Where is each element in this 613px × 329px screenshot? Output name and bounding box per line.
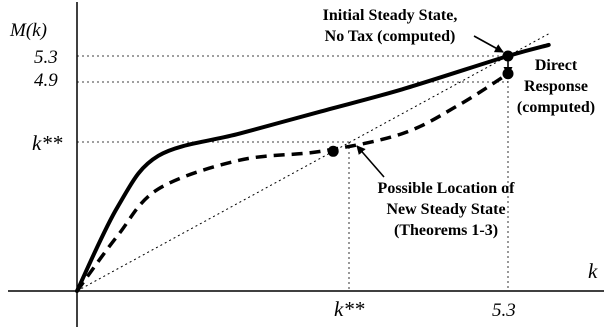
annotation-direct-line3: (computed) xyxy=(517,99,595,116)
annotation-possible-line2: New Steady State xyxy=(386,201,505,218)
axes xyxy=(8,2,604,327)
highlight-point xyxy=(328,146,339,157)
arrow-initial xyxy=(474,36,503,52)
annotation-possible-line3: (Theorems 1-3) xyxy=(394,222,498,239)
arrow-possible xyxy=(357,146,384,177)
annotation-arrows xyxy=(357,36,508,177)
series-layer xyxy=(77,34,549,291)
y-tick-label: 4.9 xyxy=(34,70,58,91)
x-tick-label: 5.3 xyxy=(492,300,516,321)
x-tick-label: k** xyxy=(334,297,365,321)
annotation-direct-line1: Direct xyxy=(535,57,578,74)
y-tick-label: k** xyxy=(32,131,63,155)
annotation-initial-line2: No Tax (computed) xyxy=(325,28,456,45)
annotation-direct-line2: Response xyxy=(524,78,588,95)
annotation-possible-line1: Possible Location of xyxy=(378,180,516,197)
x-axis-label: k xyxy=(588,259,598,283)
y-tick-label: 5.3 xyxy=(34,47,58,68)
y-axis-label: M(k) xyxy=(9,20,47,41)
annotation-initial-line1: Initial Steady State, xyxy=(323,7,458,24)
